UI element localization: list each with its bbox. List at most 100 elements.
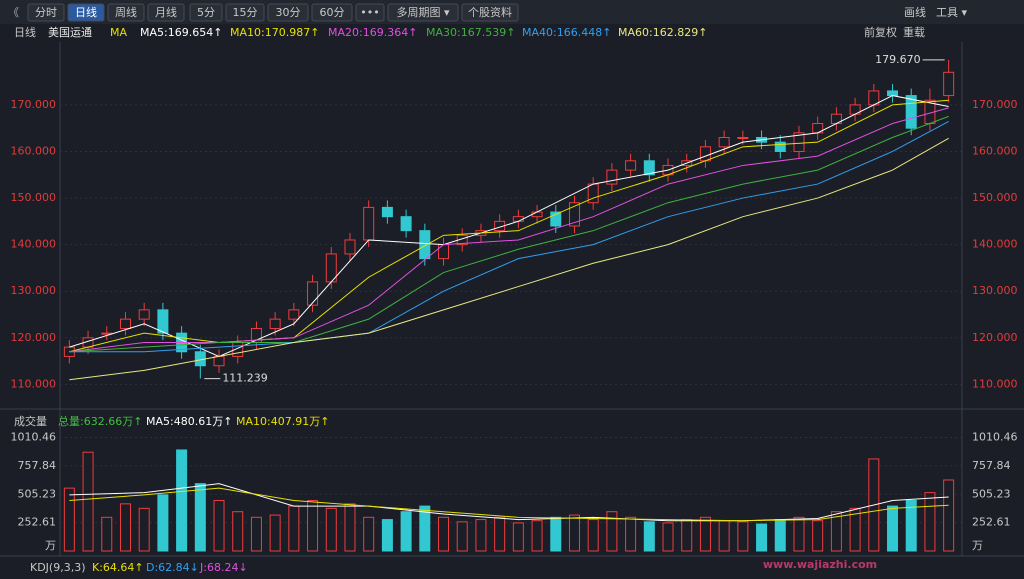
volume-bar: [793, 516, 805, 552]
ma-legend: MA60:162.829↑: [618, 26, 707, 39]
volume-bar: [475, 519, 487, 552]
volume-bar: [63, 487, 75, 552]
candle-body: [213, 355, 225, 367]
volume-tick-label-right: 505.23: [972, 487, 1011, 500]
toolbar-button[interactable]: [267, 3, 309, 22]
toolbar-button-label[interactable]: 个股资料: [468, 5, 512, 19]
y-tick-label: 140.000: [11, 238, 57, 251]
volume-bar: [512, 522, 524, 552]
volume-bar: [830, 511, 842, 552]
period: 日线: [14, 25, 36, 39]
volume-bar: [119, 503, 131, 552]
stock-name: 美国运通: [48, 26, 92, 39]
toolbar-button-label[interactable]: 分时: [35, 6, 57, 19]
volume-bar: [381, 519, 393, 552]
toolbar-button-label[interactable]: •••: [360, 6, 379, 19]
volume-bar: [756, 523, 768, 552]
candle-body: [512, 216, 524, 222]
volume-bar: [82, 451, 94, 552]
toolbar-right[interactable]: 画线: [904, 5, 926, 19]
candle-body: [438, 244, 450, 260]
toolbar-button-label[interactable]: 60分: [320, 6, 345, 19]
candle-body: [157, 309, 169, 334]
toolbar-button-label[interactable]: 日线: [75, 5, 97, 19]
volume-bar: [101, 516, 113, 552]
toolbar-button[interactable]: [189, 3, 223, 22]
ma-label: MA: [110, 26, 127, 39]
volume-bar: [494, 516, 506, 552]
candle-body: [307, 281, 319, 306]
candle-body: [774, 141, 786, 152]
volume-bar: [269, 514, 281, 552]
header-right[interactable]: 重载: [903, 25, 925, 39]
volume-ma-line: [69, 483, 949, 522]
volume-legend: MA5:480.61万↑: [146, 415, 232, 428]
ma-line: [69, 137, 949, 381]
volume-bar: [887, 505, 899, 552]
volume-bar: [176, 449, 188, 552]
volume-tick-label: 757.84: [18, 459, 57, 472]
candle-body: [550, 211, 562, 227]
toolbar-right[interactable]: 工具 ▾: [936, 6, 967, 19]
toolbar-button[interactable]: [107, 3, 145, 22]
y-tick-label: 160.000: [11, 144, 57, 157]
toolbar-button[interactable]: [67, 3, 105, 22]
kdj-title: KDJ(9,3,3): [30, 561, 86, 574]
header-right[interactable]: 前复权: [864, 25, 897, 39]
volume-bar: [625, 516, 637, 552]
ma-legend: MA10:170.987↑: [230, 26, 319, 39]
toolbar-button-label[interactable]: 月线: [155, 5, 177, 19]
volume-unit: 万: [45, 539, 56, 552]
header-bar: [0, 24, 1024, 42]
volume-bar: [307, 499, 319, 552]
volume-bar: [943, 479, 955, 552]
back-button[interactable]: 《: [8, 6, 19, 19]
candle-body: [887, 90, 899, 97]
volume-bar: [774, 519, 786, 552]
ma-line: [69, 107, 949, 353]
volume-bar: [288, 505, 300, 552]
y-tick-label: 130.000: [11, 284, 57, 297]
toolbar-button[interactable]: [147, 3, 185, 22]
toolbar-button-label[interactable]: 多周期图 ▾: [396, 5, 449, 19]
candle-body: [643, 160, 655, 176]
kdj-item: D:62.84↓: [146, 561, 199, 574]
ma-line: [69, 115, 949, 353]
toolbar-button[interactable]: [355, 3, 385, 22]
volume-bar: [456, 521, 468, 552]
volume-bar: [531, 520, 543, 552]
candle-body: [699, 146, 711, 162]
candle-body: [905, 95, 917, 129]
toolbar-button-label[interactable]: 周线: [115, 5, 137, 19]
candle-body: [419, 230, 431, 260]
volume-bar: [400, 511, 412, 552]
volume-bar: [643, 521, 655, 552]
volume-tick-label: 252.61: [18, 516, 57, 529]
volume-legend: MA10:407.91万↑: [236, 415, 329, 428]
candle-body: [138, 309, 150, 320]
candle-body: [718, 137, 730, 148]
volume-bar: [606, 511, 618, 552]
candle-body: [793, 132, 805, 152]
y-tick-label: 170.000: [11, 98, 57, 111]
toolbar-button[interactable]: [27, 3, 65, 22]
y-tick-label: 110.000: [11, 377, 57, 390]
toolbar-button[interactable]: [387, 3, 459, 22]
toolbar-button-label[interactable]: 15分: [233, 6, 258, 19]
toolbar-button[interactable]: [225, 3, 265, 22]
volume-tick-label-right: 252.61: [972, 516, 1011, 529]
toolbar-button-label[interactable]: 30分: [276, 6, 301, 19]
candle-body: [400, 216, 412, 232]
toolbar-button[interactable]: [461, 3, 519, 22]
toolbar-button[interactable]: [311, 3, 353, 22]
ma-legend: MA20:169.364↑: [328, 26, 417, 39]
volume-bar: [737, 521, 749, 552]
toolbar-button-label[interactable]: 5分: [197, 6, 215, 19]
volume-bar: [325, 507, 337, 552]
volume-bar: [250, 516, 262, 552]
volume-bar: [344, 503, 356, 552]
volume-bar: [718, 520, 730, 552]
volume-tick-label-right: 757.84: [972, 459, 1011, 472]
